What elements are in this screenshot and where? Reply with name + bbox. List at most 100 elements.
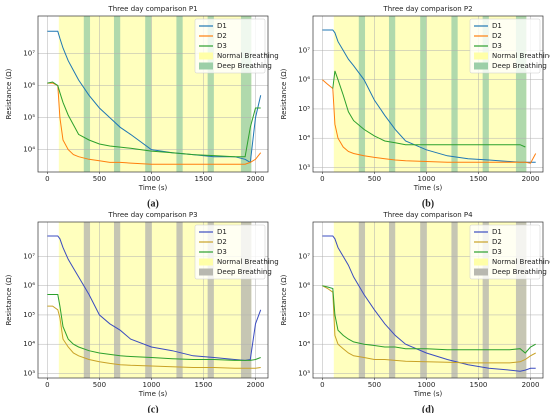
y-tick-label: 10⁷: [298, 252, 310, 260]
x-tick-label: 1000: [143, 175, 161, 183]
span: [176, 16, 183, 172]
legend-swatch: [474, 258, 488, 266]
span: [83, 222, 91, 378]
legend-swatch: [474, 62, 488, 70]
x-tick-label: 2000: [247, 175, 265, 183]
span: [482, 16, 489, 172]
panel: Three day comparison P2 10³ 10⁴ 10⁵ 10⁶ 10⁷ 0 5…: [280, 5, 550, 209]
span: [358, 222, 366, 378]
legend-label: Deep Breathing: [492, 62, 547, 70]
span: [420, 16, 427, 172]
panel: Three day comparison P3 10³ 10⁴ 10⁵ 10⁶ 10⁷ 0 5…: [5, 211, 279, 413]
plot-frame: [312, 221, 544, 379]
y-axis-label: Resistance (Ω): [280, 68, 288, 119]
legend-label: D2: [217, 238, 227, 246]
x-tick-label: 500: [368, 175, 381, 183]
span: [388, 222, 396, 378]
legend-label: D1: [217, 22, 227, 30]
span: [388, 16, 396, 172]
y-tick-label: 10³: [23, 369, 35, 377]
x-tick-label: 1000: [143, 381, 161, 389]
caption: (a): [147, 198, 159, 209]
y-tick-label: 10⁶: [298, 282, 310, 290]
legend-label: D3: [217, 248, 227, 256]
series-line: [322, 285, 536, 354]
x-tick-label: 500: [368, 381, 381, 389]
plot-frame: [37, 15, 269, 173]
legend-label: D2: [217, 32, 227, 40]
y-tick-label: 10⁵: [298, 105, 310, 113]
y-tick-label: 10⁶: [298, 76, 310, 84]
series-line: [47, 294, 261, 361]
span: [83, 16, 91, 172]
x-tick-label: 2000: [522, 175, 540, 183]
span: [515, 222, 527, 378]
legend-swatch: [199, 52, 213, 60]
x-tick-label: 0: [320, 175, 324, 183]
legend-label: D1: [217, 228, 227, 236]
x-tick-label: 2000: [247, 381, 265, 389]
legend-swatch: [474, 268, 488, 276]
caption: (c): [147, 404, 158, 413]
x-tick-label: 0: [45, 381, 49, 389]
x-tick-label: 500: [93, 381, 106, 389]
chart-title: Three day comparison P2: [382, 5, 472, 13]
chart-title: Three day comparison P1: [107, 5, 197, 13]
legend-swatch: [199, 258, 213, 266]
legend-label: Deep Breathing: [217, 268, 272, 276]
x-axis-label: Time (s): [138, 184, 168, 192]
y-tick-label: 10³: [298, 369, 310, 377]
legend-label: D3: [217, 42, 227, 50]
span: [420, 222, 427, 378]
legend-label: D2: [492, 32, 502, 40]
plot-frame: [312, 15, 544, 173]
series-line: [322, 235, 536, 372]
x-tick-label: 0: [45, 175, 49, 183]
x-tick-label: 1500: [470, 381, 488, 389]
y-tick-label: 10⁴: [23, 340, 35, 348]
x-tick-label: 2000: [522, 381, 540, 389]
y-tick-label: 10³: [298, 163, 310, 171]
legend-label: Normal Breathing: [492, 52, 550, 60]
legend-label: D1: [492, 228, 502, 236]
legend-swatch: [474, 52, 488, 60]
x-tick-label: 500: [93, 175, 106, 183]
legend: D1 D2 D3 Normal Breathing Deep Breathing: [469, 224, 550, 280]
span: [176, 222, 183, 378]
span: [482, 222, 489, 378]
legend-label: Deep Breathing: [492, 268, 547, 276]
span: [240, 222, 252, 378]
span: [113, 222, 121, 378]
legend-label: Normal Breathing: [217, 52, 279, 60]
legend-swatch: [199, 62, 213, 70]
series-line: [322, 79, 537, 164]
legend-label: Deep Breathing: [217, 62, 272, 70]
x-tick-label: 1500: [195, 175, 213, 183]
span: [451, 222, 458, 378]
span: [515, 16, 527, 172]
legend-label: D2: [492, 238, 502, 246]
series-line: [47, 81, 261, 158]
y-tick-label: 10⁵: [23, 311, 35, 319]
series-line: [47, 82, 262, 165]
legend: D1 D2 D3 Normal Breathing Deep Breathing: [469, 18, 550, 74]
y-tick-label: 10⁶: [23, 282, 35, 290]
y-tick-label: 10⁷: [298, 46, 310, 54]
y-tick-label: 10⁷: [23, 252, 35, 260]
panel: Three day comparison P4 10³ 10⁴ 10⁵ 10⁶ 10⁷ 0 5…: [280, 211, 550, 413]
y-axis-label: Resistance (Ω): [5, 68, 13, 119]
x-axis-label: Time (s): [413, 184, 443, 192]
series-line: [322, 285, 536, 364]
x-tick-label: 1500: [195, 381, 213, 389]
legend-swatch: [199, 268, 213, 276]
x-tick-label: 1500: [470, 175, 488, 183]
x-axis-label: Time (s): [138, 390, 168, 398]
plot-frame: [37, 221, 269, 379]
legend: D1 D2 D3 Normal Breathing Deep Breathing: [194, 18, 279, 74]
span: [145, 222, 152, 378]
y-axis-label: Resistance (Ω): [280, 274, 288, 325]
legend-label: Normal Breathing: [217, 258, 279, 266]
caption: (d): [422, 404, 434, 413]
caption: (b): [422, 198, 434, 209]
